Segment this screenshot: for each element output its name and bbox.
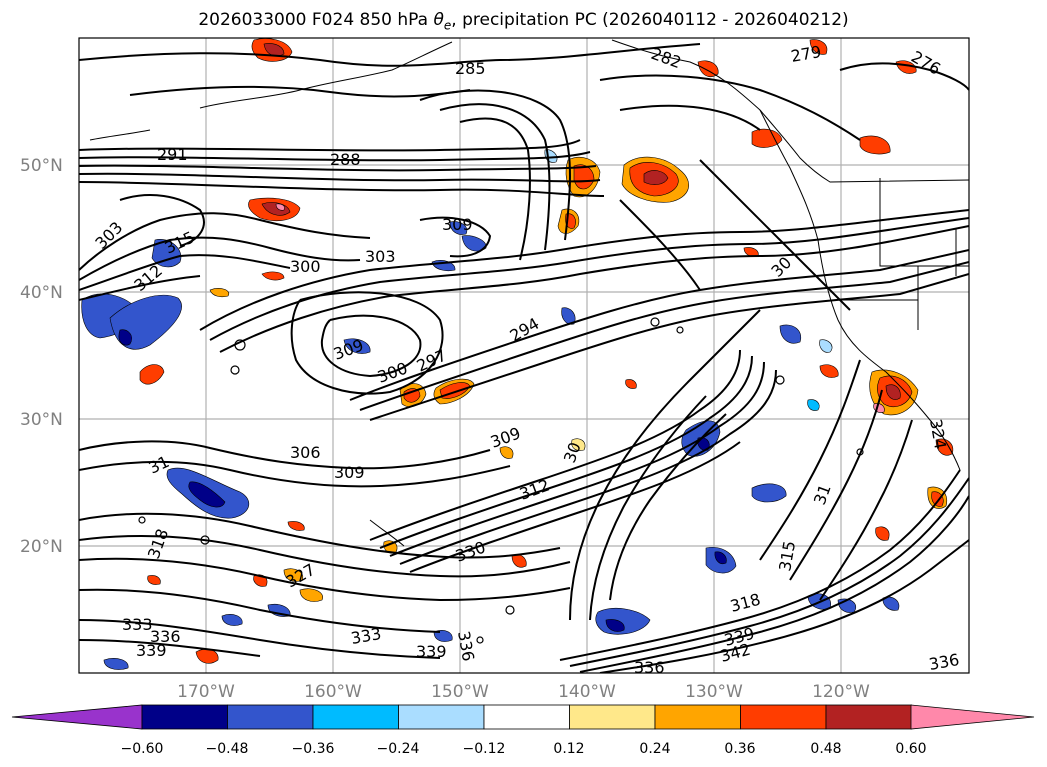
colorbar-tick-label: −0.60 [121, 741, 164, 757]
colorbar-tick-label: −0.24 [377, 741, 420, 757]
colorbar-extend-high [910, 704, 1035, 730]
plot-area [79, 38, 969, 673]
contour-label: 306 [290, 443, 321, 462]
contour-label: 285 [455, 59, 486, 78]
title-subscript: e [443, 18, 452, 33]
lat-tick-label: 40°N [20, 283, 63, 303]
colorbar-segment [483, 704, 570, 730]
colorbar-segment [398, 704, 485, 730]
colorbar-segment [569, 704, 656, 730]
colorbar-tick-label: 0.24 [639, 741, 670, 757]
map-title: 2026033000 F024 850 hPa θe, precipitatio… [0, 10, 1047, 32]
colorbar [11, 704, 1035, 730]
title-suffix: , precipitation PC (2026040112 - 2026040… [451, 10, 849, 30]
coastlines [89, 39, 969, 547]
lat-tick-label: 20°N [20, 537, 63, 557]
colorbar-tick-label: 0.48 [810, 741, 841, 757]
colorbar-segment [141, 704, 228, 730]
precip-positive-areas [139, 38, 954, 664]
colorbar-tick-label: 0.12 [553, 741, 584, 757]
contour-label: 309 [334, 463, 365, 482]
lon-tick-label: 150°W [431, 682, 489, 702]
colorbar-segment [654, 704, 741, 730]
contour-label: 339 [416, 642, 447, 661]
colorbar-tick-label: −0.12 [463, 741, 506, 757]
contour-specks [138, 317, 864, 644]
contour-label: 288 [330, 150, 361, 169]
lon-tick-label: 170°W [177, 682, 235, 702]
contour-label: 303 [365, 247, 396, 266]
contour-label: 291 [157, 145, 188, 164]
colorbar-tick-label: 0.60 [895, 741, 926, 757]
colorbar-tick-label: 0.36 [724, 741, 755, 757]
contour-label: 333 [122, 615, 153, 634]
colorbar-extend-low [11, 704, 143, 730]
contour-label: 339 [136, 641, 167, 660]
lon-tick-label: 140°W [558, 682, 616, 702]
lon-tick-label: 130°W [685, 682, 743, 702]
lon-tick-label: 160°W [304, 682, 362, 702]
colorbar-ticks: −0.60 −0.48 −0.36 −0.24 −0.12 0.12 0.24 … [121, 741, 927, 757]
lat-tick-label: 30°N [20, 410, 63, 430]
colorbar-tick-label: −0.36 [292, 741, 335, 757]
colorbar-tick-label: −0.48 [206, 741, 249, 757]
lat-tick-label: 50°N [20, 156, 63, 176]
title-prefix: 2026033000 F024 850 hPa [198, 10, 434, 30]
colorbar-segment [740, 704, 827, 730]
longitude-ticks: 170°W 160°W 150°W 140°W 130°W 120°W [177, 682, 870, 702]
contour-label: 300 [290, 257, 321, 276]
contour-label: 336 [634, 658, 665, 677]
lon-tick-label: 120°W [812, 682, 870, 702]
plot-frame [78, 37, 970, 674]
colorbar-segment [227, 704, 314, 730]
title-theta-symbol: θ [433, 10, 444, 30]
contour-label: 336 [150, 627, 181, 646]
contour-label: 309 [442, 215, 473, 234]
colorbar-segment [312, 704, 399, 730]
theta-e-contours [79, 43, 969, 673]
colorbar-segment [825, 704, 912, 730]
latitude-ticks: 50°N 40°N 30°N 20°N [20, 156, 63, 557]
